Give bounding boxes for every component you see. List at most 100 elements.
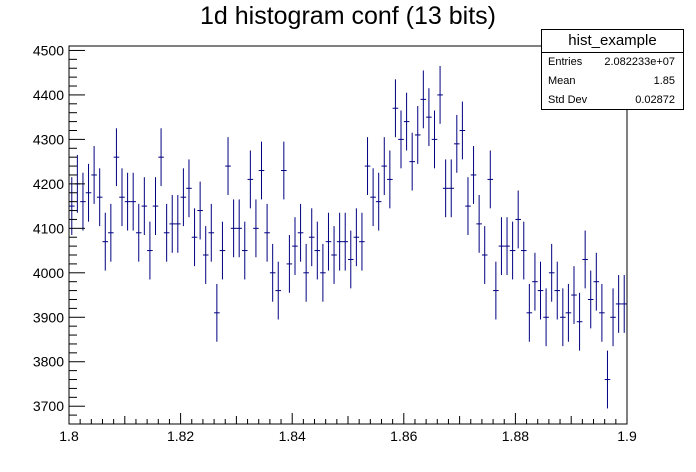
data-point (336, 212, 343, 271)
data-point (481, 226, 488, 284)
data-point (364, 137, 371, 195)
data-points-group (69, 66, 627, 409)
data-point (208, 203, 215, 262)
data-point (532, 252, 538, 311)
data-point (275, 261, 282, 320)
data-point (297, 203, 304, 262)
data-point (498, 217, 505, 276)
data-point (520, 221, 527, 280)
data-point (610, 288, 616, 347)
data-point (241, 221, 248, 280)
data-point (375, 172, 382, 231)
data-point (85, 163, 92, 222)
data-point (236, 199, 242, 258)
data-point (96, 168, 103, 227)
data-point (308, 208, 315, 267)
stats-row-stddev: Std Dev 0.02872 (542, 91, 683, 110)
data-point (253, 199, 259, 258)
data-point (191, 208, 198, 267)
stats-row-mean: Mean 1.85 (542, 72, 683, 91)
stats-stddev-value: 0.02872 (635, 94, 675, 106)
data-point (269, 243, 276, 302)
stats-entries-label: Entries (548, 56, 583, 68)
data-point (247, 150, 254, 209)
data-point (615, 275, 622, 333)
data-point (230, 199, 237, 258)
data-point (387, 150, 393, 209)
data-point (353, 208, 360, 267)
stats-box[interactable]: hist_example Entries 2.082233e+07 Mean 1… (541, 29, 684, 110)
axes-group: 1.8 1.82 1.84 1.86 1.88 1.9 3700 3800 3900 4000 41… (33, 42, 637, 444)
data-point (504, 217, 510, 276)
y-tick-label: 4300 (33, 131, 64, 147)
data-point (587, 270, 594, 329)
stats-mean-value: 1.85 (653, 75, 675, 87)
data-point (515, 190, 521, 249)
data-point (448, 159, 455, 218)
data-point (342, 212, 348, 271)
y-tick-label: 4000 (33, 265, 64, 281)
data-point (331, 226, 337, 284)
data-point (398, 110, 404, 169)
data-point (560, 288, 566, 347)
data-point (314, 221, 321, 280)
y-tick-label: 4500 (33, 42, 64, 58)
data-point (493, 261, 499, 320)
data-point (225, 137, 231, 195)
data-point (571, 266, 577, 324)
data-point (219, 221, 226, 280)
data-point (593, 252, 600, 311)
data-point (420, 70, 427, 129)
data-point (108, 203, 114, 262)
data-point (80, 172, 86, 231)
data-point (286, 235, 293, 293)
data-point (426, 88, 432, 147)
data-point (281, 141, 287, 200)
data-point (509, 221, 516, 280)
x-tick-label: 1.8 (59, 428, 79, 444)
data-point (320, 243, 326, 302)
x-tick-label: 1.82 (167, 428, 194, 444)
data-point (264, 203, 270, 262)
data-point (292, 217, 298, 276)
stats-stddev-label: Std Dev (548, 94, 588, 106)
data-point (325, 212, 332, 271)
data-point (526, 283, 533, 342)
data-point (442, 159, 449, 218)
data-point (141, 177, 148, 235)
data-point (409, 132, 415, 191)
data-point (214, 283, 220, 342)
data-point (576, 292, 583, 351)
stats-title: hist_example (542, 30, 683, 53)
data-point (599, 283, 605, 342)
data-point (370, 168, 376, 227)
data-point (175, 194, 181, 253)
data-point (548, 243, 555, 302)
data-point (102, 212, 109, 271)
data-point (431, 110, 438, 169)
data-point (135, 203, 142, 262)
data-point (604, 350, 611, 409)
data-point (403, 92, 410, 151)
data-point (476, 194, 482, 253)
stats-row-entries: Entries 2.082233e+07 (542, 53, 683, 72)
data-point (303, 243, 309, 302)
data-point (537, 261, 544, 320)
data-point (119, 168, 125, 227)
stats-entries-value: 2.082233e+07 (604, 56, 675, 68)
x-tick-label: 1.86 (390, 428, 417, 444)
data-point (459, 101, 466, 160)
data-point (582, 230, 588, 289)
y-tick-label: 4100 (33, 220, 64, 236)
data-point (543, 288, 549, 347)
x-tick-label: 1.84 (279, 428, 306, 444)
y-tick-label: 4200 (33, 176, 64, 192)
x-tick-label: 1.88 (502, 428, 529, 444)
y-tick-label: 4400 (33, 87, 64, 103)
data-point (91, 146, 97, 204)
data-point (69, 177, 75, 235)
data-point (186, 159, 192, 218)
stats-mean-label: Mean (548, 75, 576, 87)
y-tick-label: 3900 (33, 309, 64, 325)
